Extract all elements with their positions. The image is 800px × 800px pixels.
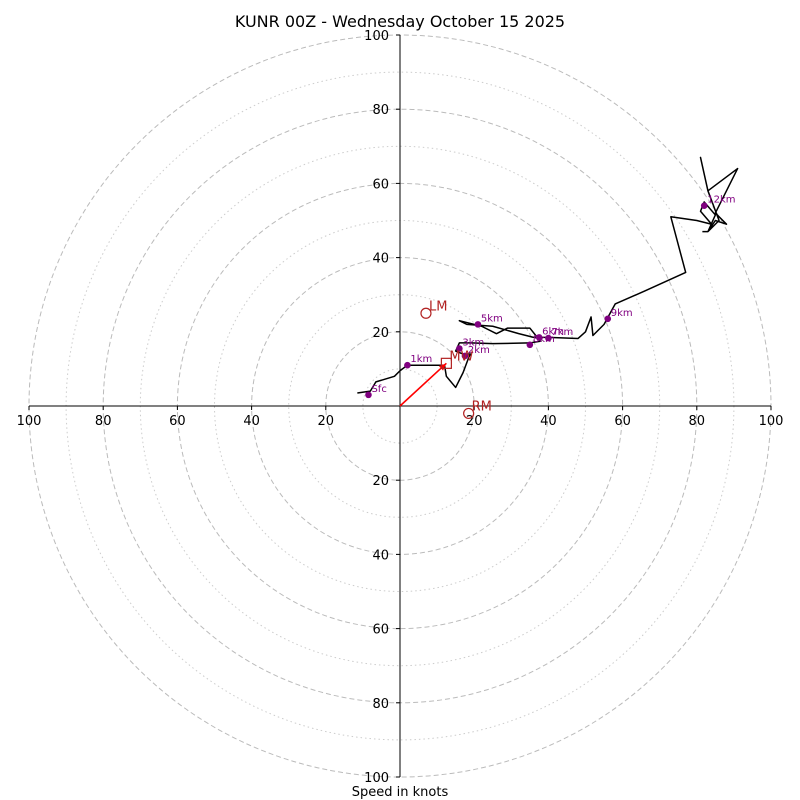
height-label-12km: 12km [707,195,735,206]
y-tick-label: 100 [364,29,389,44]
mean-wind-arrow-group [399,362,447,407]
height-marker-6km [535,334,543,341]
y-tick-label: 60 [372,623,389,638]
height-marker-9km [604,315,612,323]
y-tick-label: 80 [372,103,389,118]
tick-labels: 100 80 60 40 20 20 40 60 80 100 100 80 60 40 20 20 40 60 8… [17,29,784,786]
height-label-8km: 8km [533,334,555,345]
height-marker-3km [456,345,463,352]
x-tick-label: 40 [243,414,260,429]
y-tick-label: 100 [364,771,389,786]
height-label-9km: 9km [611,308,633,319]
height-marker-7km [545,334,552,342]
height-label-2km: 2km [468,345,490,356]
x-tick-label: 60 [169,414,186,429]
y-tick-label: 40 [372,252,389,267]
height-label-6km: 6km [542,326,564,337]
x-axis-label: Speed in knots [352,785,449,800]
x-tick-label: 80 [95,414,112,429]
y-tick-label: 60 [372,177,389,192]
height-label-3km: 3km [462,337,484,348]
height-marker-sfc [365,391,372,399]
mean-wind-arrow [399,362,447,407]
x-tick-label: 20 [466,414,483,429]
y-tick-label: 20 [372,326,389,341]
wind-trace-line [357,156,739,394]
height-marker-5km [474,321,482,328]
x-tick-label: 80 [689,414,706,429]
storm-motions: LM MW RM [420,299,492,420]
y-tick-label: 80 [372,697,389,712]
y-tick-label: 20 [372,474,389,489]
x-tick-label: 100 [759,414,784,429]
height-marker-1km [404,361,411,369]
wind-trace [357,156,739,394]
storm-motion-marker-rm [463,407,475,420]
y-tick-label: 40 [372,548,389,563]
height-marker-8km [526,341,534,349]
x-tick-label: 100 [17,414,42,429]
storm-motion-label-mw: MW [449,349,473,364]
storm-motion-label-lm: LM [429,299,447,314]
height-marker-2km [461,352,469,360]
x-tick-label: 20 [318,414,335,429]
arrow-head [438,363,447,371]
chart-title: KUNR 00Z - Wednesday October 15 2025 [235,12,565,31]
x-tick-label: 40 [540,414,557,429]
height-label-7km: 7km [551,327,573,338]
height-marker-12km [700,202,708,209]
storm-motion-marker-lm [420,307,432,319]
x-tick-label: 60 [614,414,631,429]
height-label-1km: 1km [410,354,432,365]
storm-motion-label-rm: RM [472,399,492,414]
height-label-sfc: Sfc [371,384,386,395]
height-label-5km: 5km [481,313,503,324]
storm-motion-marker-mw [440,357,452,369]
